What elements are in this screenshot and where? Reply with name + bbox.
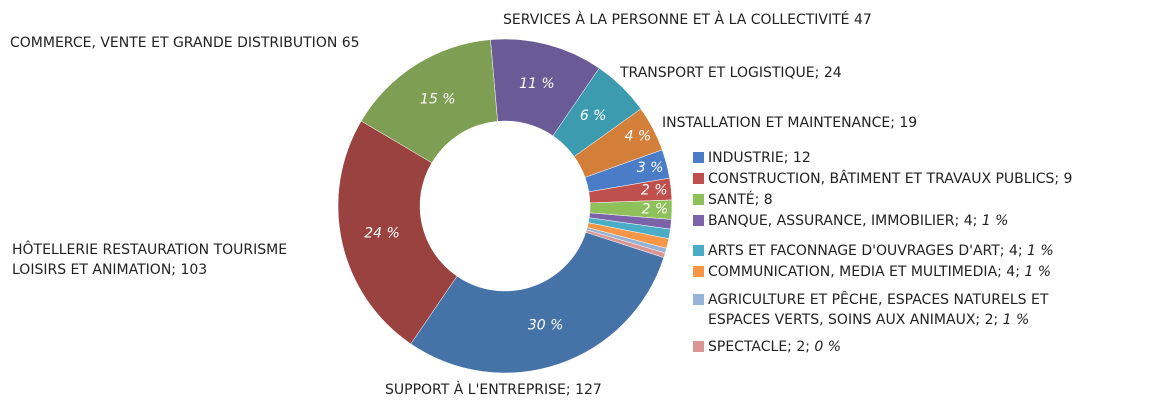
legend-label: SANTÉ; 8 — [708, 192, 773, 208]
legend-entry: SANTÉ; 8 — [708, 190, 773, 210]
legend-swatch — [693, 152, 704, 163]
legend-entry: AGRICULTURE ET PÊCHE, ESPACES NATURELS E… — [708, 290, 1048, 330]
legend-percent: 1 % — [1002, 312, 1030, 328]
legend-label: SPECTACLE; 2; — [708, 339, 810, 355]
slice-label: HÔTELLERIE RESTAURATION TOURISME LOISIRS… — [12, 242, 288, 278]
legend-percent: 1 % — [1024, 264, 1052, 280]
legend-percent: 1 % — [981, 213, 1009, 229]
legend-label: BANQUE, ASSURANCE, IMMOBILIER; 4; — [708, 213, 978, 229]
legend-percent: 0 % — [814, 339, 842, 355]
legend-swatch — [693, 245, 704, 256]
slice-label: INSTALLATION ET MAINTENANCE; 19 — [662, 115, 918, 131]
slice-label: COMMERCE, VENTE ET GRANDE DISTRIBUTION 6… — [10, 35, 360, 51]
slice-label: TRANSPORT ET LOGISTIQUE; 24 — [620, 65, 842, 81]
slice-percent-label: 11 % — [519, 76, 555, 92]
legend-entry: ARTS ET FACONNAGE D'OUVRAGES D'ART; 4; 1… — [708, 241, 1054, 261]
slice-percent-label: 2 % — [641, 183, 668, 199]
slice-percent-label: 3 % — [637, 160, 664, 176]
slice-percent-label: 30 % — [528, 317, 564, 333]
legend-swatch — [693, 294, 704, 305]
legend-label: COMMUNICATION, MEDIA ET MULTIMEDIA; 4; — [708, 264, 1020, 280]
slice-percent-label: 15 % — [420, 91, 456, 107]
legend-entry: SPECTACLE; 2; 0 % — [708, 337, 841, 357]
legend-swatch — [693, 194, 704, 205]
legend-entry: COMMUNICATION, MEDIA ET MULTIMEDIA; 4; 1… — [708, 262, 1051, 282]
legend-entry: INDUSTRIE; 12 — [708, 148, 811, 168]
slice-percent-label: 6 % — [580, 108, 607, 124]
slice-percent-label: 24 % — [364, 225, 400, 241]
donut-slice — [410, 231, 665, 374]
legend-percent: 1 % — [1027, 243, 1054, 259]
slice-label: SERVICES À LA PERSONNE ET À LA COLLECTIV… — [503, 12, 872, 28]
legend-label: CONSTRUCTION, BÂTIMENT ET TRAVAUX PUBLIC… — [708, 171, 1073, 187]
legend-label: ARTS ET FACONNAGE D'OUVRAGES D'ART; 4; — [708, 243, 1023, 259]
legend-swatch — [693, 341, 704, 352]
legend-label: AGRICULTURE ET PÊCHE, ESPACES NATURELS E… — [708, 292, 1049, 328]
legend-swatch — [693, 266, 704, 277]
slice-percent-label: 4 % — [625, 128, 652, 144]
legend-swatch — [693, 173, 704, 184]
slice-percent-label: 2 % — [642, 201, 669, 217]
donut-slice — [360, 39, 498, 164]
legend-entry: BANQUE, ASSURANCE, IMMOBILIER; 4; 1 % — [708, 211, 1008, 231]
donut-slice — [337, 120, 458, 345]
legend-entry: CONSTRUCTION, BÂTIMENT ET TRAVAUX PUBLIC… — [708, 169, 1072, 189]
legend-label: INDUSTRIE; 12 — [708, 150, 811, 166]
legend-swatch — [693, 215, 704, 226]
slice-label: SUPPORT À L'ENTREPRISE; 127 — [385, 382, 602, 398]
